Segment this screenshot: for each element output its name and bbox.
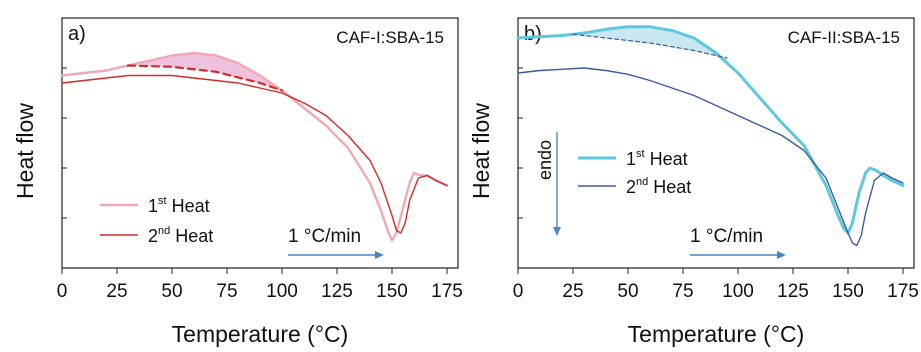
x-tick-label: 50 <box>161 281 182 302</box>
legend-label-main: 2 <box>148 226 158 246</box>
x-tick-label: 175 <box>431 281 463 302</box>
legend-label-sup: st <box>636 148 645 160</box>
x-tick-label: 0 <box>513 281 524 302</box>
x-tick-label: 0 <box>57 281 68 302</box>
panel-label: b) <box>524 23 542 45</box>
endo-label: endo <box>535 140 555 180</box>
heating-rate-label: 1 °C/min <box>690 226 763 247</box>
sample-title: CAF-II:SBA-15 <box>788 28 900 47</box>
legend-label-tail: Heat <box>167 196 210 216</box>
legend-label-tail: Heat <box>648 177 691 197</box>
legend-label-sup: st <box>158 195 167 207</box>
panel-b: 0 25 50 75 100 125 150 175 Temperature (°C) Heat … <box>468 17 919 347</box>
baseline-dashed-line <box>126 64 284 92</box>
x-tick-label: 150 <box>832 281 864 302</box>
sample-title: CAF-I:SBA-15 <box>336 28 444 47</box>
legend-label-main: 1 <box>626 149 636 169</box>
plot-frame <box>61 17 459 269</box>
x-tick-label: 25 <box>106 281 127 302</box>
legend-label: 1st Heat <box>626 148 688 169</box>
x-tick-label: 75 <box>672 281 693 302</box>
baseline-dashed-line <box>572 33 728 59</box>
legend-label-sup: nd <box>158 225 170 237</box>
x-tick-label: 25 <box>562 281 583 302</box>
legend-label-tail: Heat <box>170 226 213 246</box>
legend-label-sup: nd <box>636 176 648 188</box>
x-tick-label: 75 <box>216 281 237 302</box>
x-axis-label: Temperature (°C) <box>628 321 805 347</box>
shaded-area <box>573 26 727 63</box>
x-tick-label: 50 <box>617 281 638 302</box>
legend-label: 1st Heat <box>148 195 210 216</box>
series-line-1st-heat <box>516 25 905 235</box>
series-line-1st-heat <box>60 51 449 242</box>
x-tick-label: 125 <box>321 281 353 302</box>
endo-arrowhead <box>553 227 561 236</box>
rate-arrowhead <box>375 251 384 259</box>
series-line-2nd-heat <box>61 74 448 234</box>
y-axis-label: Heat flow <box>12 103 38 199</box>
legend-label: 2nd Heat <box>148 225 213 246</box>
x-tick-label: 100 <box>722 281 754 302</box>
x-tick-label: 100 <box>266 281 298 302</box>
plot-frame <box>517 17 915 269</box>
x-tick-label: 150 <box>376 281 408 302</box>
y-axis-label: Heat flow <box>468 103 494 199</box>
panel-a: 0 25 50 75 100 125 150 175 Temperature (°C) Heat … <box>12 17 463 347</box>
legend-label-main: 1 <box>148 196 158 216</box>
x-axis-label: Temperature (°C) <box>172 321 349 347</box>
panel-label: a) <box>68 23 86 45</box>
x-tick-label: 175 <box>887 281 919 302</box>
x-tick-label: 125 <box>777 281 809 302</box>
series-line-2nd-heat <box>517 67 904 247</box>
heating-rate-label: 1 °C/min <box>288 226 361 247</box>
legend-label-tail: Heat <box>645 149 688 169</box>
legend-label: 2nd Heat <box>626 176 691 197</box>
legend-label-main: 2 <box>626 177 636 197</box>
rate-arrowhead <box>777 251 786 259</box>
shaded-area <box>117 53 282 91</box>
